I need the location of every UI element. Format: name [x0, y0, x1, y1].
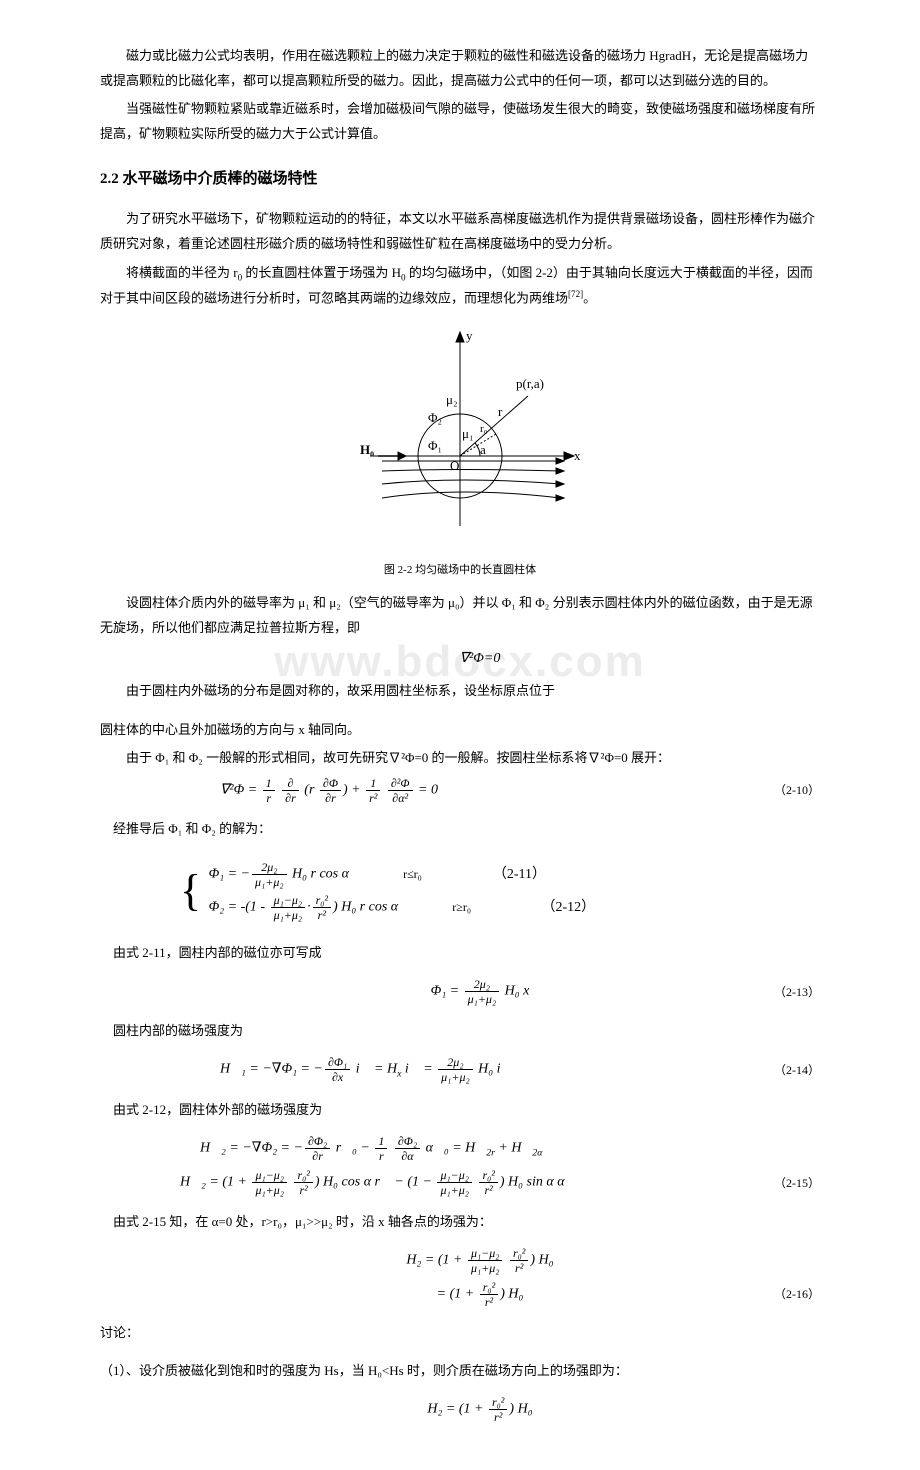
fig-label-r: r: [498, 404, 503, 419]
ref-72: [72]: [568, 289, 583, 299]
equation-2-16b: = (1 + r₀²r²) H₀ （2-16）: [100, 1281, 820, 1308]
equation-2-11-12: { Φ₁ = −2μ₂μ₁+μ₂ H₀ r cos α r≤r₀ （2-11） …: [100, 855, 820, 928]
paragraph-13: 由式 2-15 知，在 α=0 处，r>r₀，μ₁>>μ₂ 时，沿 x 轴各点的…: [100, 1210, 820, 1235]
fig-label-h0: H₀: [360, 442, 374, 457]
eq-num-2-10: （2-10）: [740, 779, 820, 802]
equation-laplace: ∇²Φ=0: [100, 646, 820, 673]
section-heading: 2.2 水平磁场中介质棒的磁场特性: [100, 165, 820, 194]
eq-num-2-13: （2-13）: [740, 981, 820, 1004]
equation-2-10: ∇²Φ = 1r ∂∂r (r ∂Φ∂r) + 1r² ∂²Φ∂α² = 0 （…: [100, 777, 820, 804]
equation-2-14: H⃗₁ = −∇Φ₁ = −∂Φ₁∂x i⃗ = Hx i⃗ = 2μ₂μ₁+μ…: [100, 1056, 820, 1084]
fig-label-p: p(r,a): [516, 376, 544, 391]
paragraph-4: 将横截面的半径为 r0 的长直圆柱体置于场强为 H0 的均匀磁场中，（如图 2-…: [100, 261, 820, 312]
fig-label-y: y: [466, 328, 473, 343]
eq-num-2-16: （2-16）: [740, 1283, 820, 1306]
fig-label-o: O: [450, 458, 459, 473]
cond-2-11: r≤r₀: [352, 863, 472, 886]
eq-num-2-12: （2-12）: [525, 895, 595, 922]
fig-label-r0: r₀: [480, 423, 488, 435]
equation-h2-sat: H₂ = (1 + r₀²r²) H₀: [100, 1396, 820, 1423]
fig-label-mu2: μ₂: [446, 392, 458, 407]
fig-label-phi2: Φ₂: [428, 410, 442, 425]
p4-d: 。: [583, 291, 596, 306]
paragraph-9: 经推导后 Φ₁ 和 Φ₂ 的解为：: [100, 817, 820, 842]
paragraph-11: 圆柱内部的磁场强度为: [100, 1019, 820, 1044]
equation-2-13: Φ₁ = 2μ₂μ₁+μ₂ H₀ x （2-13）: [100, 978, 820, 1005]
paragraph-8: 由于 Φ₁ 和 Φ₂ 一般解的形式相同，故可先研究∇²Φ=0 的一般解。按圆柱坐…: [100, 746, 820, 771]
eq-num-2-15: （2-15）: [740, 1172, 820, 1195]
fig-label-phi1: Φ₁: [428, 438, 442, 453]
paragraph-10: 由式 2-11，圆柱内部的磁位亦可写成: [100, 941, 820, 966]
fig-label-a: a: [480, 442, 486, 457]
cond-2-12: r≥r₀: [402, 896, 522, 919]
paragraph-12: 由式 2-12，圆柱体外部的磁场强度为: [100, 1098, 820, 1123]
fig-label-x: x: [574, 448, 581, 463]
p4-b: 的长直圆柱体置于场强为 H: [242, 265, 401, 280]
paragraph-3: 为了研究水平磁场下，矿物颗粒运动的的特征，本文以水平磁系高梯度磁选机作为提供背景…: [100, 207, 820, 256]
discussion-label: 讨论：: [100, 1321, 820, 1346]
paragraph-6: 由于圆柱内外磁场的分布是圆对称的，故采用圆柱坐标系，设坐标原点位于: [100, 679, 820, 704]
paragraph-7: 圆柱体的中心且外加磁场的方向与 x 轴同向。: [100, 718, 820, 743]
eq-num-2-11: （2-11）: [476, 862, 546, 889]
p4-a: 将横截面的半径为 r: [126, 265, 238, 280]
paragraph-15: （1）、设介质被磁化到饱和时的强度为 Hs，当 H₀<Hs 时，则介质在磁场方向…: [100, 1359, 820, 1384]
figure-caption: 图 2-2 均匀磁场中的长直圆柱体: [100, 560, 820, 581]
paragraph-5: 设圆柱体介质内外的磁导率为 μ₁ 和 μ₂（空气的磁导率为 μ₀）并以 Φ₁ 和…: [100, 591, 820, 640]
eq-laplace-body: ∇²Φ=0: [220, 646, 740, 673]
eq-num-2-14: （2-14）: [740, 1059, 820, 1082]
equation-2-16a: H₂ = (1 + μ₁−μ₂μ₁+μ₂ r₀²r²) H₀: [100, 1247, 820, 1274]
paragraph-2: 当强磁性矿物颗粒紧贴或靠近磁系时，会增加磁极间气隙的磁导，使磁场发生很大的畸变，…: [100, 97, 820, 146]
equation-h2-decomp: H⃗₂ = −∇Φ₂ = −∂Φ₂∂r r⃗₀ − 1r ∂Φ₂∂α α⃗₀ =…: [100, 1135, 820, 1163]
fig-label-mu1: μ₁: [462, 426, 474, 441]
paragraph-1: 磁力或比磁力公式均表明，作用在磁选颗粒上的磁力决定于颗粒的磁性和磁选设备的磁场力…: [100, 44, 820, 93]
figure-2-2: y x H₀ O a μ₁ μ₂ Φ₁ Φ₂ p(r,a) r r₀: [100, 326, 820, 555]
equation-2-15: H⃗₂ = (1 + μ₁−μ₂μ₁+μ₂ r₀²r²) H₀ cos α r⃗…: [100, 1169, 820, 1196]
